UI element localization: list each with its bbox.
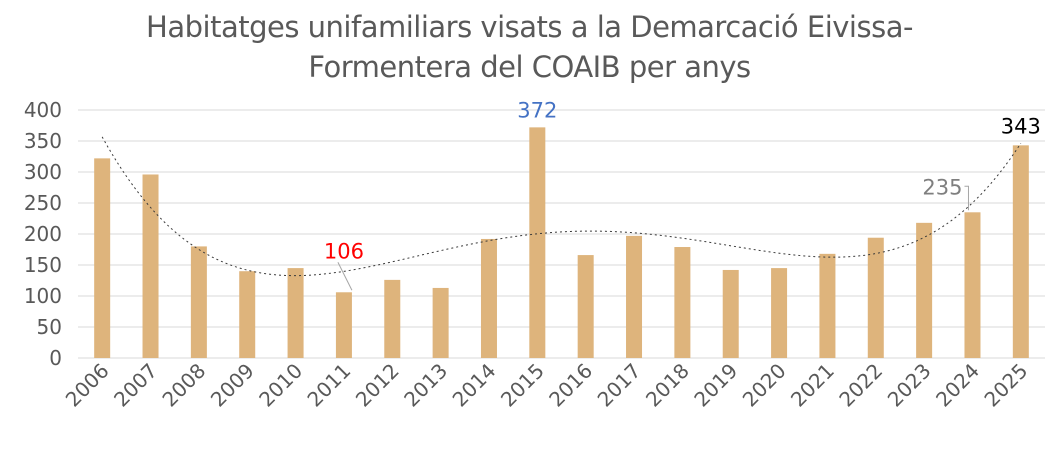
bar [94,158,111,358]
x-tick-label: 2009 [206,359,259,412]
bar [674,247,691,358]
bar [432,287,449,358]
y-tick-label: 400 [24,98,62,122]
bar [335,292,352,358]
bar [819,253,836,358]
x-tick-label: 2018 [641,359,694,412]
y-tick-label: 300 [24,160,62,184]
x-tick-label: 2019 [689,359,742,412]
x-tick-label: 2017 [593,359,646,412]
y-tick-label: 250 [24,191,62,215]
x-tick-label: 2013 [399,359,452,412]
bar [190,246,207,358]
x-tick-label: 2022 [834,359,887,412]
bar [529,127,546,358]
bar [384,279,401,358]
bar [626,235,643,358]
chart-title-line-1: Habitatges unifamiliars visats a la Dema… [146,10,913,44]
bar [480,238,497,358]
data-label-leader [337,262,353,291]
data-label: 235 [922,175,962,199]
x-tick-label: 2021 [786,359,839,412]
trendline [101,136,1022,277]
x-tick-label: 2012 [351,359,404,412]
x-tick-label: 2011 [302,359,355,412]
x-tick-label: 2008 [157,359,210,412]
y-tick-label: 0 [49,346,62,370]
x-tick-label: 2007 [109,359,162,412]
x-tick-label: 2025 [979,359,1032,412]
bar [287,268,304,358]
x-tick-label: 2014 [448,359,501,412]
bar [1012,145,1029,358]
y-tick-label: 350 [24,129,62,153]
bar [867,237,884,358]
x-tick-label: 2024 [931,359,984,412]
y-tick-label: 150 [24,253,62,277]
x-tick-label: 2015 [496,359,549,412]
data-label: 372 [517,98,557,122]
y-tick-label: 200 [24,222,62,246]
x-tick-label: 2010 [254,359,307,412]
bar [722,269,739,358]
data-label: 106 [324,239,364,263]
bar [771,268,788,358]
data-label-leader [964,185,969,211]
bar [916,222,933,358]
bar [577,255,594,358]
chart-title-line-2: Formentera del COAIB per anys [308,50,751,84]
y-tick-label: 50 [37,315,62,339]
bar [142,174,159,358]
data-label: 343 [1001,114,1041,138]
x-tick-label: 2023 [883,359,936,412]
y-tick-label: 100 [24,284,62,308]
x-tick-label: 2016 [544,359,597,412]
bar [239,271,256,358]
bar [964,212,981,358]
x-tick-label: 2020 [738,359,791,412]
x-tick-label: 2006 [61,359,114,412]
